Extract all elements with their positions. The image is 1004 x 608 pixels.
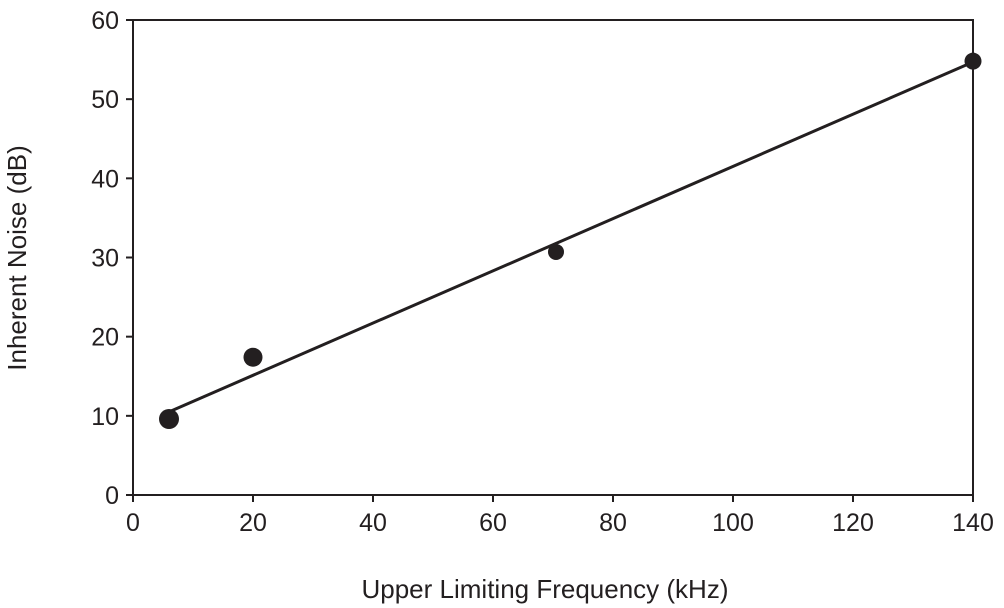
x-tick-label: 40 <box>359 509 387 537</box>
x-axis-title: Upper Limiting Frequency (kHz) <box>361 574 728 604</box>
data-point <box>243 347 263 367</box>
x-tick-label: 20 <box>239 509 267 537</box>
x-tick-label: 140 <box>952 509 994 537</box>
x-tick-label: 0 <box>126 509 140 537</box>
y-tick-label: 20 <box>91 324 119 352</box>
y-tick-label: 0 <box>105 482 119 510</box>
x-tick-label: 80 <box>599 509 627 537</box>
data-point <box>964 52 982 70</box>
data-point <box>548 243 564 260</box>
y-tick-label: 50 <box>91 86 119 114</box>
x-tick-label: 100 <box>712 509 754 537</box>
x-tick-label: 120 <box>832 509 874 537</box>
y-tick-label: 10 <box>91 403 119 431</box>
fit-line <box>168 60 974 414</box>
data-point <box>159 409 179 429</box>
y-tick-label: 60 <box>91 7 119 35</box>
y-tick-label: 40 <box>91 165 119 193</box>
y-tick-label: 30 <box>91 245 119 273</box>
x-tick-label: 60 <box>479 509 507 537</box>
y-axis-title: Inherent Noise (dB) <box>2 145 32 370</box>
